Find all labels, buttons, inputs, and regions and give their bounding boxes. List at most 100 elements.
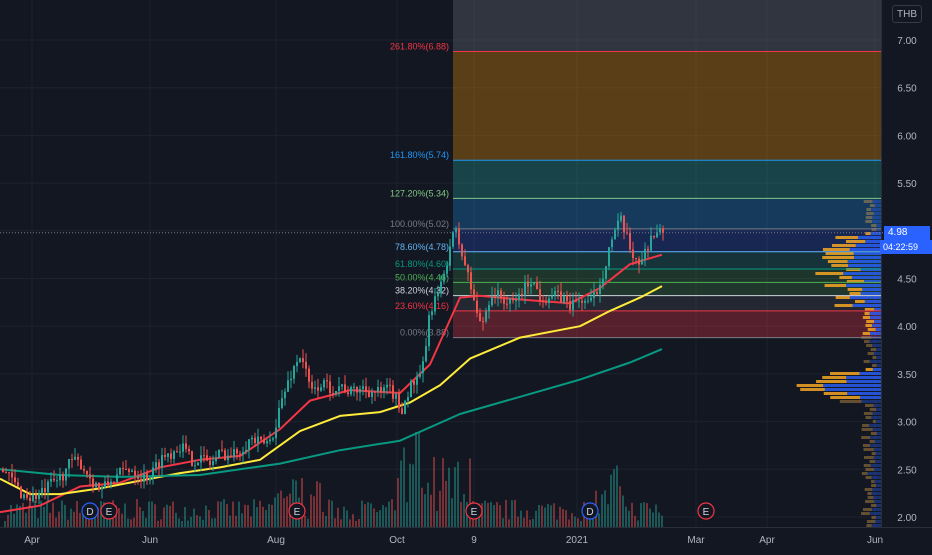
candle-body [239,453,241,455]
volume-profile-bar [824,284,847,287]
volume-profile-bar [869,460,876,463]
volume-bar [556,519,558,527]
candle-body [614,229,616,240]
candle-body [488,305,490,312]
candle-body [536,281,538,290]
marker-circle [697,502,715,520]
volume-profile-bar [863,448,874,451]
fib-zone [453,198,881,229]
volume-profile-bar [871,452,876,455]
price-tick-label: 7.00 [897,36,917,47]
volume-bar [625,506,627,527]
volume-bar [121,513,123,527]
volume-profile-bar [851,276,881,279]
volume-profile-bar [866,524,872,527]
volume-bar [124,503,126,527]
volume-profile-bar [800,388,825,391]
volume-bar [40,500,42,527]
candle-body [242,452,244,455]
volume-profile-bar [866,320,875,323]
candle-body [620,215,622,221]
earnings-marker[interactable]: E [697,502,715,520]
candle-body [578,300,580,302]
candle-body [314,387,316,389]
volume-profile-bar [823,384,881,387]
candle-body [653,235,655,238]
candle-body [359,388,361,393]
candle-body [464,256,466,266]
candle-body [71,459,73,461]
candle-body [416,376,418,385]
candle-body [185,443,187,449]
volume-bar [505,499,507,527]
volume-profile-bar [864,300,881,303]
volume-profile-bar [876,228,881,231]
candle-body [116,474,118,483]
fib-zone [453,295,881,311]
volume-bar [163,507,165,527]
candle-body [326,380,328,382]
volume-profile-bar [860,268,881,271]
candle-body [161,455,163,468]
volume-bar [238,501,240,527]
volume-bar [553,503,555,527]
volume-profile-bar [873,352,881,355]
volume-bar [271,504,273,527]
volume-profile-bar [862,508,872,511]
volume-bar [301,478,303,527]
candles [2,211,664,509]
volume-profile-bar [863,464,871,467]
candle-body [197,462,199,466]
volume-bar [442,458,444,527]
candle-body [437,293,439,297]
fib-levels[interactable]: 261.80%(6.88) 161.80%(5.74) 127.20%(5.34) 1… [390,41,881,339]
volume-bar [328,499,330,527]
volume-bar [307,518,309,527]
candle-body [503,298,505,304]
volume-profile-bar [847,392,881,395]
volume-profile-bar [831,264,849,267]
volume-bar [91,512,93,527]
volume-profile-bar [865,240,881,243]
candle-body [344,384,346,393]
volume-bar [199,516,201,527]
volume-bar [619,486,621,527]
candle-body [452,232,454,247]
dividend-marker[interactable]: D [81,502,99,520]
currency-badge[interactable]: THB [892,5,922,23]
candle-body [20,486,22,499]
candle-body [371,391,373,397]
candle-body [119,467,121,475]
volume-profile-bar [861,428,873,431]
candle-body [32,494,34,501]
earnings-marker[interactable]: E [288,502,306,520]
volume-bar [13,513,15,527]
volume-profile-bar [862,332,871,335]
volume-bar [142,510,144,527]
candle-body [95,482,97,488]
candle-body [389,384,391,386]
volume-bar [409,463,411,527]
earnings-marker[interactable]: E [465,502,483,520]
volume-bar [640,503,642,527]
volume-profile-bar [847,260,881,263]
volume-bar [19,505,21,527]
earnings-marker[interactable]: E [100,502,118,520]
candle-body [53,478,55,481]
time-axis[interactable]: Apr Jun Aug Oct 9 2021 Mar Apr Jun [0,527,932,547]
volume-bar [148,501,150,527]
volume-bar [421,487,423,527]
candle-body [17,482,19,487]
volume-profile-bar [869,444,881,447]
price-tick-label: 4.50 [897,275,917,286]
volume-bar [349,519,351,527]
volume-bar [517,516,519,527]
candle-body [248,439,250,450]
dividend-marker[interactable]: D [581,502,599,520]
volume-bar [58,511,60,527]
volume-profile-bar [876,364,881,367]
volume-bar [310,494,312,527]
